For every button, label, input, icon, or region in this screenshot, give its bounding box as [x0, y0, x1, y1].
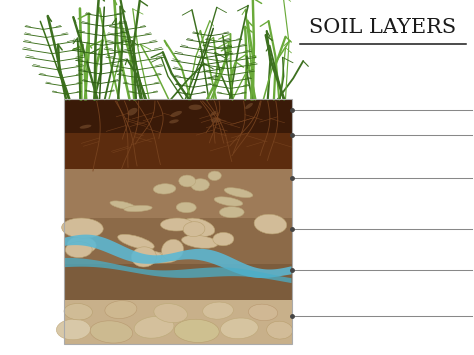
Ellipse shape — [67, 236, 96, 253]
Ellipse shape — [211, 118, 221, 122]
Ellipse shape — [182, 235, 218, 248]
Ellipse shape — [90, 321, 133, 343]
Ellipse shape — [203, 302, 233, 319]
Ellipse shape — [64, 304, 92, 320]
Ellipse shape — [189, 105, 202, 110]
Polygon shape — [64, 258, 292, 283]
Ellipse shape — [174, 319, 219, 343]
Ellipse shape — [171, 111, 182, 117]
Polygon shape — [64, 264, 292, 300]
Polygon shape — [64, 133, 292, 169]
Ellipse shape — [124, 206, 152, 212]
Ellipse shape — [118, 234, 154, 249]
Ellipse shape — [213, 233, 234, 246]
Ellipse shape — [56, 319, 91, 340]
Ellipse shape — [105, 301, 137, 318]
Ellipse shape — [254, 214, 287, 234]
Ellipse shape — [179, 175, 196, 187]
Ellipse shape — [214, 197, 243, 206]
Ellipse shape — [224, 188, 253, 198]
Ellipse shape — [176, 202, 196, 213]
Ellipse shape — [267, 321, 292, 339]
Polygon shape — [64, 218, 292, 264]
Ellipse shape — [219, 207, 244, 218]
Ellipse shape — [169, 119, 179, 124]
Ellipse shape — [154, 184, 176, 194]
Ellipse shape — [131, 247, 156, 267]
Ellipse shape — [182, 218, 215, 236]
Ellipse shape — [220, 318, 258, 339]
Ellipse shape — [161, 218, 193, 231]
Ellipse shape — [134, 251, 162, 265]
Text: SOIL LAYERS: SOIL LAYERS — [309, 18, 456, 37]
Ellipse shape — [134, 316, 174, 338]
Ellipse shape — [80, 125, 91, 129]
Polygon shape — [64, 235, 292, 278]
Ellipse shape — [248, 304, 278, 321]
Polygon shape — [64, 169, 292, 218]
Ellipse shape — [210, 111, 217, 116]
Polygon shape — [64, 300, 292, 344]
Ellipse shape — [134, 252, 177, 263]
Ellipse shape — [191, 179, 210, 191]
Ellipse shape — [154, 304, 187, 323]
Ellipse shape — [62, 218, 103, 238]
Ellipse shape — [65, 242, 92, 258]
Ellipse shape — [162, 239, 183, 261]
Ellipse shape — [128, 108, 137, 116]
Ellipse shape — [245, 103, 253, 109]
Ellipse shape — [208, 171, 221, 180]
Ellipse shape — [110, 201, 136, 210]
Ellipse shape — [183, 222, 205, 236]
Polygon shape — [64, 99, 292, 133]
